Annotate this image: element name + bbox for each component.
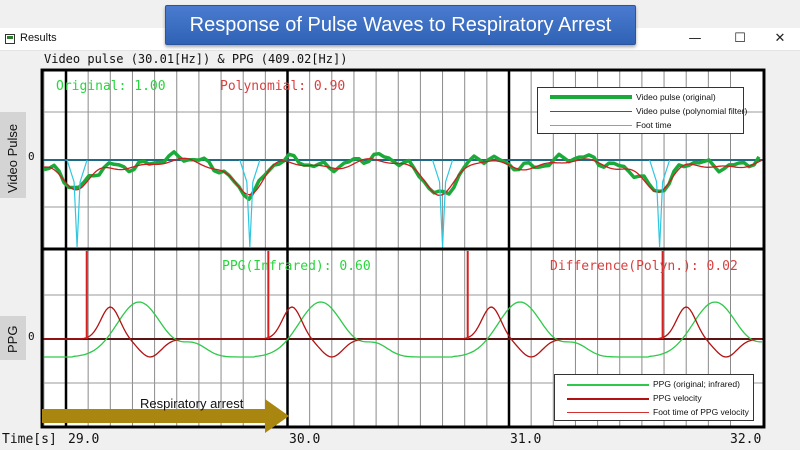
minimize-button[interactable]: —	[688, 31, 702, 46]
legend-swatch	[567, 384, 649, 386]
legend-label: Video pulse (original)	[636, 92, 716, 102]
plot-caption: Video pulse (30.01[Hz]) & PPG (409.02[Hz…	[44, 52, 348, 66]
legend-label: PPG (original; infrared)	[653, 379, 740, 389]
ppg-original-line	[44, 301, 763, 358]
arrow-shaft	[42, 409, 267, 423]
video-pulse-side-label: Video Pulse	[0, 112, 26, 198]
respiratory-arrest-arrow	[42, 399, 289, 433]
slide-title-banner: Response of Pulse Waves to Respiratory A…	[165, 5, 636, 45]
legend-swatch	[567, 412, 649, 413]
bottom-zero-label: 0	[28, 330, 35, 343]
foot-time-marker	[649, 159, 671, 248]
x-tick-label: 31.0	[510, 432, 542, 447]
legend-item: Video pulse (original)	[538, 91, 743, 103]
window-title: Results	[20, 32, 57, 44]
legend-item: PPG velocity	[555, 392, 753, 404]
original-correlation: Original: 1.00	[56, 79, 166, 94]
video-pulse-polynomial-line	[43, 157, 763, 197]
legend-item: Video pulse (polynomial filter)	[538, 105, 747, 117]
bottom-legend: PPG (original; infrared) PPG velocity Fo…	[554, 374, 754, 421]
legend-swatch	[550, 125, 632, 126]
x-axis-title: Time[s]	[2, 432, 57, 447]
legend-swatch	[550, 95, 632, 99]
legend-item: Foot time of PPG velocity	[555, 406, 753, 418]
app-icon	[5, 34, 15, 44]
arrow-head	[265, 399, 289, 433]
ppg-velocity-line	[44, 306, 762, 358]
foot-time-marker	[239, 159, 261, 248]
x-tick-label: 30.0	[289, 432, 321, 447]
x-tick-label: 29.0	[68, 432, 100, 447]
ppg-side-label: PPG	[0, 316, 26, 360]
top-legend: Video pulse (original) Video pulse (poly…	[537, 87, 747, 134]
slide-title: Response of Pulse Waves to Respiratory A…	[189, 14, 612, 36]
legend-swatch	[550, 111, 632, 112]
respiratory-arrest-label: Respiratory arrest	[140, 396, 244, 411]
legend-item: Foot time	[538, 119, 743, 131]
foot-time-marker	[431, 159, 454, 248]
legend-item: PPG (original; infrared)	[555, 378, 753, 390]
legend-label: Foot time	[636, 120, 672, 130]
curves	[43, 150, 763, 358]
x-tick-label: 32.0	[730, 432, 762, 447]
foot-time-marker	[66, 159, 88, 248]
legend-label: Foot time of PPG velocity	[653, 407, 749, 417]
legend-label: PPG velocity	[653, 393, 702, 403]
difference-correlation: Difference(Polyn.): 0.02	[550, 259, 738, 274]
top-zero-label: 0	[28, 150, 35, 163]
legend-label: Video pulse (polynomial filter)	[636, 106, 748, 116]
ppg-infrared-correlation: PPG(Infrared): 0.60	[222, 259, 371, 274]
polynomial-correlation: Polynomial: 0.90	[220, 79, 346, 94]
legend-swatch	[567, 398, 649, 400]
close-button[interactable]: ✕	[774, 31, 786, 46]
maximize-button[interactable]: ☐	[734, 31, 746, 46]
